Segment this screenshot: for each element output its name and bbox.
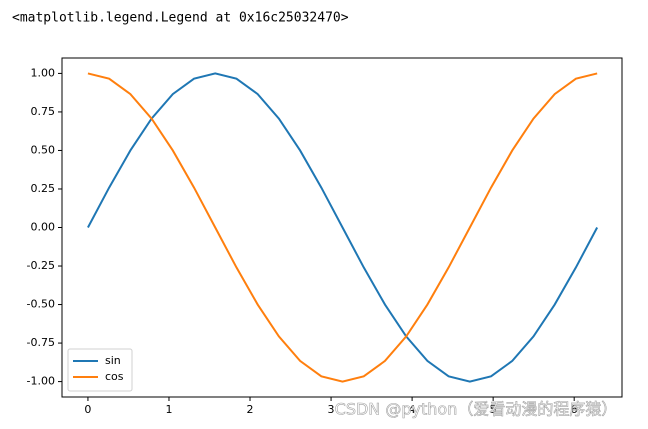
y-tick-label: 0.50 [31, 143, 56, 156]
legend-label: cos [105, 370, 124, 383]
y-tick-label: 0.25 [31, 182, 56, 195]
x-tick-label: 2 [247, 403, 254, 416]
y-tick-label: -1.00 [27, 375, 55, 388]
x-tick-label: 5 [490, 403, 497, 416]
legend-box [67, 348, 133, 392]
y-tick-label: 0.75 [31, 105, 56, 118]
y-tick-label: 1.00 [31, 66, 56, 79]
line-1 [87, 72, 598, 383]
output-text: <matplotlib.legend.Legend at 0x16c250324… [12, 11, 349, 26]
x-tick-label: 0 [84, 403, 91, 416]
y-tick-label: -0.25 [27, 259, 55, 272]
x-tick-label: 6 [571, 403, 578, 416]
watermark: CSDN @python（爱看动漫的程序猿） [335, 400, 618, 419]
x-tick-label: 3 [328, 403, 335, 416]
y-tick-label: 0.00 [31, 221, 56, 234]
y-tick-label: -0.75 [27, 336, 55, 349]
x-tick-label: 4 [409, 403, 416, 416]
plot-area: 1.00 0.75 0.50 0.25 0.00 -0.25 -0.50 -0.75 -1.00… [27, 66, 599, 416]
line-0 [87, 72, 599, 383]
y-tick-label: -0.50 [27, 298, 55, 311]
x-tick-label: 1 [165, 403, 172, 416]
legend-label: sin [105, 354, 121, 367]
